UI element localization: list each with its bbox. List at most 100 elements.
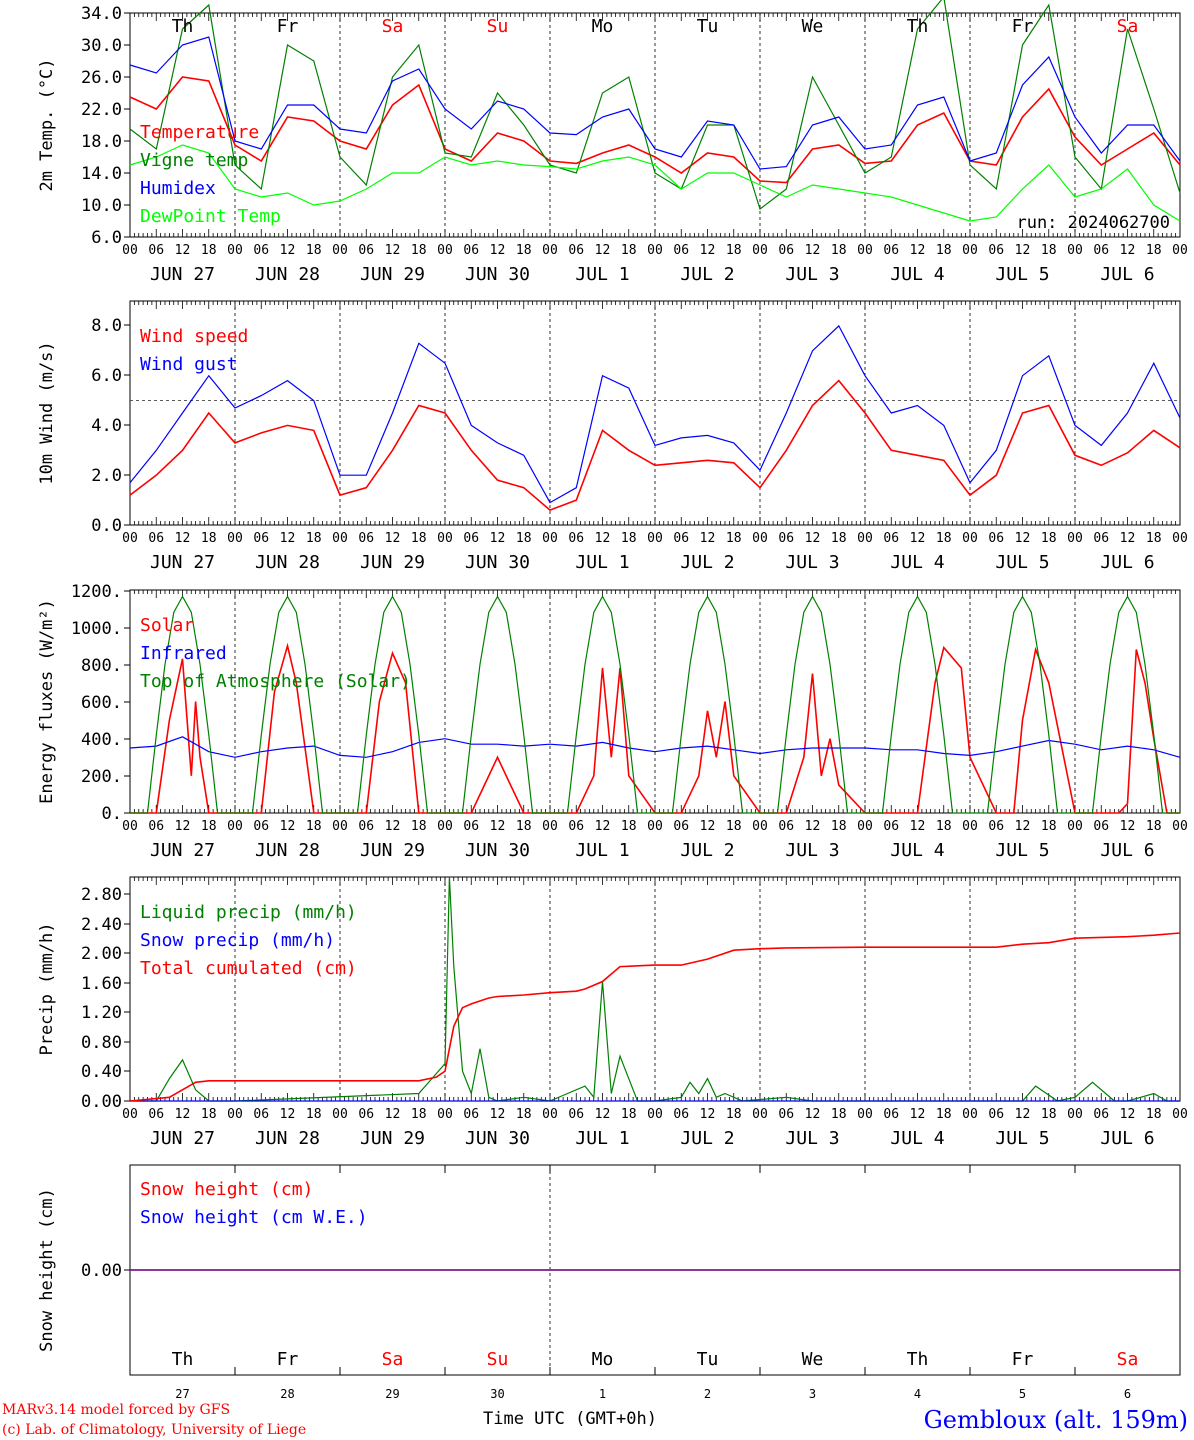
hour-tick-label: 18 [201, 819, 217, 834]
hour-tick-label: 18 [936, 243, 952, 258]
footer: MARv3.14 model forced by GFS (c) Lab. of… [2, 1402, 1188, 1438]
day-number-label: 1 [599, 1387, 606, 1401]
hour-tick-label: 06 [358, 1107, 374, 1122]
weekday-label: Fr [277, 16, 299, 37]
date-labels: JUN 27 JUN 28 JUN 29 JUN 30 JUL 1 JUL 2 JUL 3 J… [150, 552, 1155, 573]
hour-tick-label: 18 [306, 243, 322, 258]
hour-tick-label: 00 [332, 243, 348, 258]
date-label: JUL 1 [575, 264, 629, 285]
date-label: JUN 29 [360, 1128, 425, 1149]
panel-4: 00 06 12 18 00 06 12 18 00 06 12 18 00 06 12 18 00 06 12 18… [37, 876, 1188, 1149]
hour-tick-label: 18 [516, 1107, 532, 1122]
weekday-label: Tu [697, 16, 719, 37]
date-label: JUL 1 [575, 552, 629, 573]
hour-tick-label: 06 [883, 819, 899, 834]
weekday-label: Mo [592, 1349, 614, 1370]
hour-tick-label: 06 [253, 243, 269, 258]
y-tick-label: 0.00 [81, 1261, 122, 1281]
hour-tick-label: 00 [1172, 1107, 1188, 1122]
y-axis: 0.00 Snow height (cm) [37, 1188, 130, 1352]
date-label: JUN 30 [465, 1128, 530, 1149]
series-wind-speed [129, 379, 1181, 512]
hour-tick-label: 00 [752, 243, 768, 258]
series-group [129, 324, 1181, 512]
hour-tick-label: 06 [148, 531, 164, 546]
hour-tick-label: 00 [752, 1107, 768, 1122]
hour-tick-label: 12 [175, 531, 191, 546]
series-liquid-precip-mm-h- [130, 876, 1180, 1102]
date-label: JUL 5 [995, 1128, 1049, 1149]
hour-tick-label: 12 [1120, 1107, 1136, 1122]
date-label: JUL 4 [890, 1128, 944, 1149]
date-labels: JUN 27 JUN 28 JUN 29 JUN 30 JUL 1 JUL 2 JUL 3 J… [150, 1128, 1155, 1149]
y-tick-label: 600. [81, 693, 122, 713]
y-axis: 6.0 10.0 14.0 18.0 22.0 26.0 30.0 34.0 2m Temp. … [37, 4, 130, 248]
legend-entry: Humidex [140, 178, 216, 199]
hour-tick-label: 18 [516, 531, 532, 546]
hour-tick-label: 00 [332, 531, 348, 546]
hour-tick-label: 06 [463, 1107, 479, 1122]
hour-tick-label: 18 [621, 1107, 637, 1122]
date-label: JUL 5 [995, 840, 1049, 861]
weekday-label: Sa [382, 1349, 404, 1370]
hour-tick-label: 06 [673, 1107, 689, 1122]
y-tick-label: 2.0 [91, 466, 122, 486]
legend-entry: Infrared [140, 643, 227, 664]
credit-line-1: MARv3.14 model forced by GFS [2, 1402, 230, 1418]
weekday-label: Tu [697, 1349, 719, 1370]
weekday-labels-bottom: Th Fr Sa Su Mo Tu We Th Fr Sa [172, 1349, 1139, 1370]
y-tick-label: 0. [102, 804, 122, 824]
date-label: JUN 30 [465, 552, 530, 573]
hour-tick-label: 06 [673, 531, 689, 546]
y-tick-label: 18.0 [81, 132, 122, 152]
y-axis-label: 10m Wind (m/s) [37, 341, 57, 484]
hour-tick-label: 18 [201, 531, 217, 546]
date-label: JUL 6 [1100, 552, 1154, 573]
date-label: JUL 5 [995, 264, 1049, 285]
date-label: JUL 5 [995, 552, 1049, 573]
hour-tick-label: 00 [962, 819, 978, 834]
hour-tick-label: 00 [647, 1107, 663, 1122]
hour-tick-label: 12 [700, 819, 716, 834]
hour-tick-label: 12 [1015, 819, 1031, 834]
hour-tick-label: 18 [1146, 243, 1162, 258]
date-label: JUL 3 [785, 840, 839, 861]
hour-tick-label: 00 [542, 531, 558, 546]
legend-entry: Total cumulated (cm) [140, 958, 357, 979]
hour-tick-label: 18 [726, 1107, 742, 1122]
date-label: JUL 3 [785, 264, 839, 285]
hour-tick-label: 06 [1093, 1107, 1109, 1122]
hour-tick-label: 06 [988, 1107, 1004, 1122]
hour-tick-label: 06 [568, 819, 584, 834]
x-axis-title: Time UTC (GMT+0h) [483, 1409, 657, 1429]
hour-tick-label: 00 [647, 819, 663, 834]
legend-entry: DewPoint Temp [140, 206, 281, 227]
hour-tick-label: 06 [778, 243, 794, 258]
hour-tick-label: 12 [595, 243, 611, 258]
y-tick-label: 10.0 [81, 196, 122, 216]
day-ticks [129, 1165, 1181, 1375]
hour-tick-label: 12 [175, 243, 191, 258]
hour-tick-labels: 00 06 12 18 00 06 12 18 00 06 12 18 00 06 12 18 00 06 12 18… [122, 243, 1188, 258]
legend-entry: Snow height (cm) [140, 1179, 313, 1200]
hour-tick-label: 12 [175, 1107, 191, 1122]
hour-tick-label: 12 [1015, 531, 1031, 546]
hour-tick-label: 06 [1093, 243, 1109, 258]
hour-tick-label: 12 [385, 1107, 401, 1122]
hour-tick-label: 18 [831, 531, 847, 546]
day-number-label: 4 [914, 1387, 921, 1401]
hour-tick-label: 12 [490, 1107, 506, 1122]
hour-tick-label: 00 [752, 531, 768, 546]
hour-tick-label: 00 [122, 531, 138, 546]
y-tick-label: 2.00 [81, 944, 122, 964]
day-gridlines [234, 590, 1076, 813]
weekday-label: Sa [1117, 1349, 1139, 1370]
legend: Liquid precip (mm/h) Snow precip (mm/h) To… [140, 902, 357, 979]
hour-tick-label: 12 [385, 531, 401, 546]
plot-frame [129, 589, 1181, 814]
y-tick-label: 26.0 [81, 68, 122, 88]
hour-tick-label: 00 [437, 819, 453, 834]
station-name: Gembloux (alt. 159m) [924, 1406, 1188, 1434]
hour-tick-label: 00 [122, 243, 138, 258]
